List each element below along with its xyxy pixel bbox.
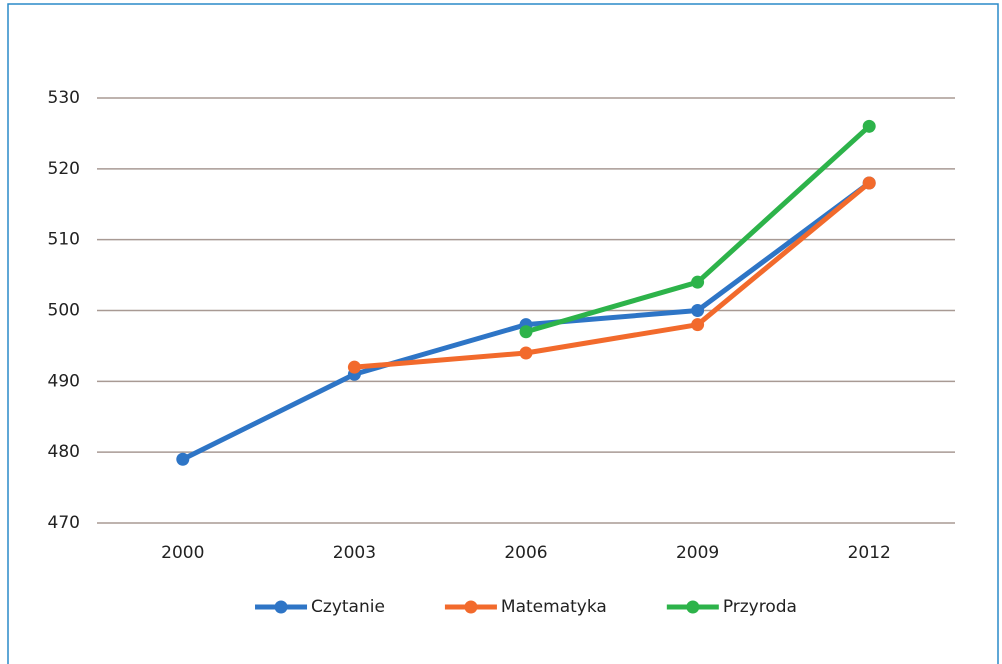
legend-label: Przyroda: [723, 597, 797, 617]
data-point: [519, 325, 533, 339]
x-tick-label: 2009: [676, 543, 719, 563]
data-point: [862, 176, 876, 190]
data-point: [691, 304, 705, 317]
legend-item: Czytanie: [255, 597, 385, 617]
x-tick-label: 2000: [161, 543, 204, 563]
x-tick-label: 2012: [848, 543, 891, 563]
y-tick-label: 510: [48, 230, 80, 250]
y-tick-label: 520: [48, 159, 80, 179]
legend-marker: [686, 600, 700, 614]
data-point: [691, 318, 705, 332]
x-tick-label: 2003: [333, 543, 376, 563]
legend-item: Przyroda: [666, 597, 797, 617]
data-point: [176, 452, 190, 466]
legend-label: Czytanie: [311, 597, 385, 617]
legend-item: Matematyka: [444, 597, 607, 617]
legend-marker: [274, 600, 288, 614]
x-tick-label: 2006: [504, 543, 547, 563]
legend-label: Matematyka: [501, 597, 607, 617]
y-tick-label: 530: [48, 88, 80, 108]
series-line: [354, 181, 871, 370]
data-point: [519, 346, 533, 360]
y-tick-label: 490: [48, 371, 80, 391]
data-point: [862, 119, 876, 133]
frame: [7, 3, 999, 664]
data-point: [691, 275, 705, 289]
data-point: [347, 360, 361, 374]
y-tick-label: 500: [48, 301, 80, 321]
y-tick-label: 470: [48, 513, 80, 533]
y-tick-label: 480: [48, 442, 80, 462]
series-line: [525, 124, 871, 335]
legend-marker: [464, 600, 478, 614]
